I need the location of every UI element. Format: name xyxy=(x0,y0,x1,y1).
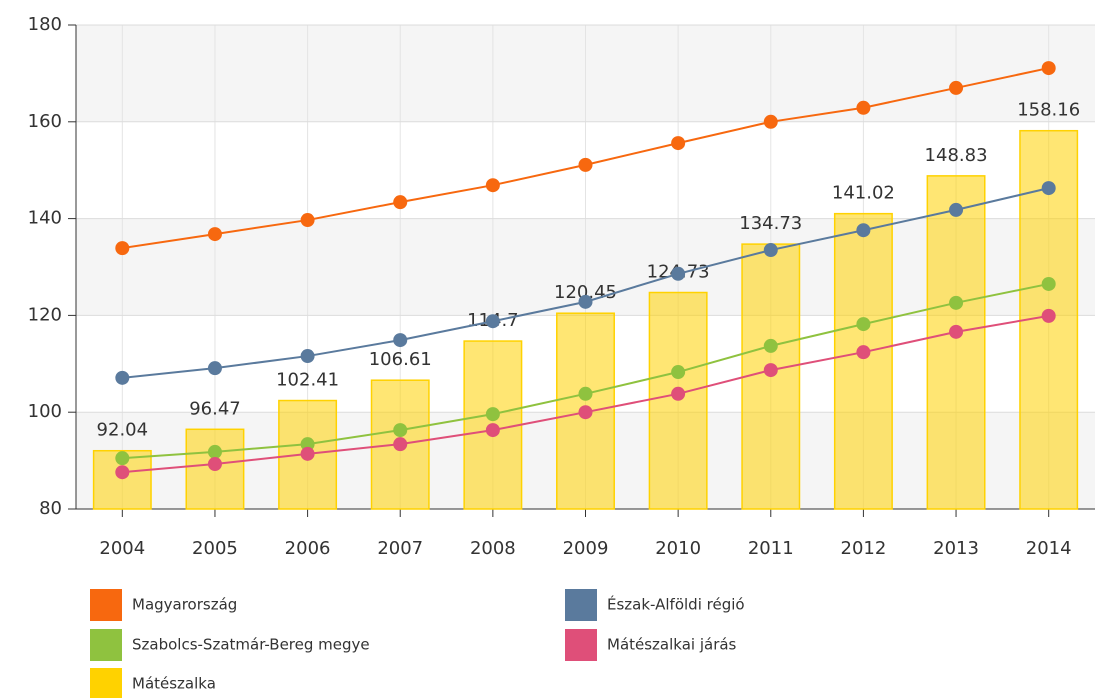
point xyxy=(393,333,408,348)
x-tick-label: 2005 xyxy=(192,538,238,559)
legend-swatch xyxy=(90,629,122,661)
legend-swatch xyxy=(90,668,122,698)
point xyxy=(671,136,686,151)
point xyxy=(207,444,222,459)
point xyxy=(485,423,500,438)
legend-swatch xyxy=(565,589,597,621)
x-tick-label: 2011 xyxy=(748,538,794,559)
x-tick-label: 2009 xyxy=(563,538,609,559)
point xyxy=(300,349,315,364)
point xyxy=(207,227,222,242)
point xyxy=(1041,61,1056,76)
point xyxy=(856,317,871,332)
point xyxy=(485,407,500,422)
x-tick-label: 2006 xyxy=(285,538,331,559)
data-label: 102.41 xyxy=(276,370,339,391)
y-tick-label: 160 xyxy=(28,111,62,132)
point xyxy=(1041,181,1056,196)
legend-swatch xyxy=(565,629,597,661)
point xyxy=(115,465,130,480)
point xyxy=(763,363,778,378)
point xyxy=(578,386,593,401)
legend-label: Észak-Alföldi régió xyxy=(607,595,745,614)
bar xyxy=(278,399,338,510)
data-label: 141.02 xyxy=(832,183,895,204)
point xyxy=(949,80,964,95)
point xyxy=(671,386,686,401)
y-tick-label: 120 xyxy=(28,304,62,325)
point xyxy=(207,361,222,376)
point xyxy=(578,157,593,172)
data-label: 106.61 xyxy=(369,349,432,370)
point xyxy=(115,241,130,256)
legend-swatch xyxy=(90,589,122,621)
point xyxy=(485,314,500,329)
x-tick-label: 2010 xyxy=(655,538,701,559)
bar xyxy=(833,212,893,510)
point xyxy=(856,345,871,360)
point xyxy=(1041,276,1056,291)
data-label: 158.16 xyxy=(1017,100,1080,121)
point xyxy=(393,195,408,210)
legend-label: Szabolcs-Szatmár-Bereg megye xyxy=(132,636,370,654)
point xyxy=(671,365,686,380)
x-tick-label: 2013 xyxy=(933,538,979,559)
data-label: 148.83 xyxy=(925,145,988,166)
point xyxy=(763,114,778,129)
point xyxy=(485,178,500,193)
data-label: 92.04 xyxy=(97,420,149,441)
point xyxy=(856,223,871,238)
y-tick-label: 180 xyxy=(28,14,62,35)
point xyxy=(949,324,964,339)
point xyxy=(393,437,408,452)
point xyxy=(1041,308,1056,323)
legend-label: Magyarország xyxy=(132,596,237,614)
point xyxy=(763,243,778,258)
point xyxy=(393,423,408,438)
bar xyxy=(926,175,986,510)
point xyxy=(763,338,778,353)
point xyxy=(300,213,315,228)
point xyxy=(578,405,593,420)
point xyxy=(115,451,130,466)
y-tick-label: 100 xyxy=(28,401,62,422)
point xyxy=(300,437,315,452)
x-tick-label: 2014 xyxy=(1026,538,1072,559)
point xyxy=(856,100,871,115)
point xyxy=(115,370,130,385)
point xyxy=(949,202,964,217)
point xyxy=(578,294,593,309)
point xyxy=(300,446,315,461)
x-tick-label: 2007 xyxy=(377,538,423,559)
point xyxy=(207,456,222,471)
legend-label: Mátészalkai járás xyxy=(607,636,737,654)
x-tick-label: 2008 xyxy=(470,538,516,559)
legend-label: Mátészalka xyxy=(132,675,216,693)
data-label: 96.47 xyxy=(189,398,241,419)
y-tick-label: 80 xyxy=(39,498,62,519)
data-label: 134.73 xyxy=(739,213,802,234)
point xyxy=(671,266,686,281)
x-tick-label: 2004 xyxy=(99,538,145,559)
point xyxy=(949,295,964,310)
x-tick-label: 2012 xyxy=(841,538,887,559)
y-tick-label: 140 xyxy=(28,208,62,229)
